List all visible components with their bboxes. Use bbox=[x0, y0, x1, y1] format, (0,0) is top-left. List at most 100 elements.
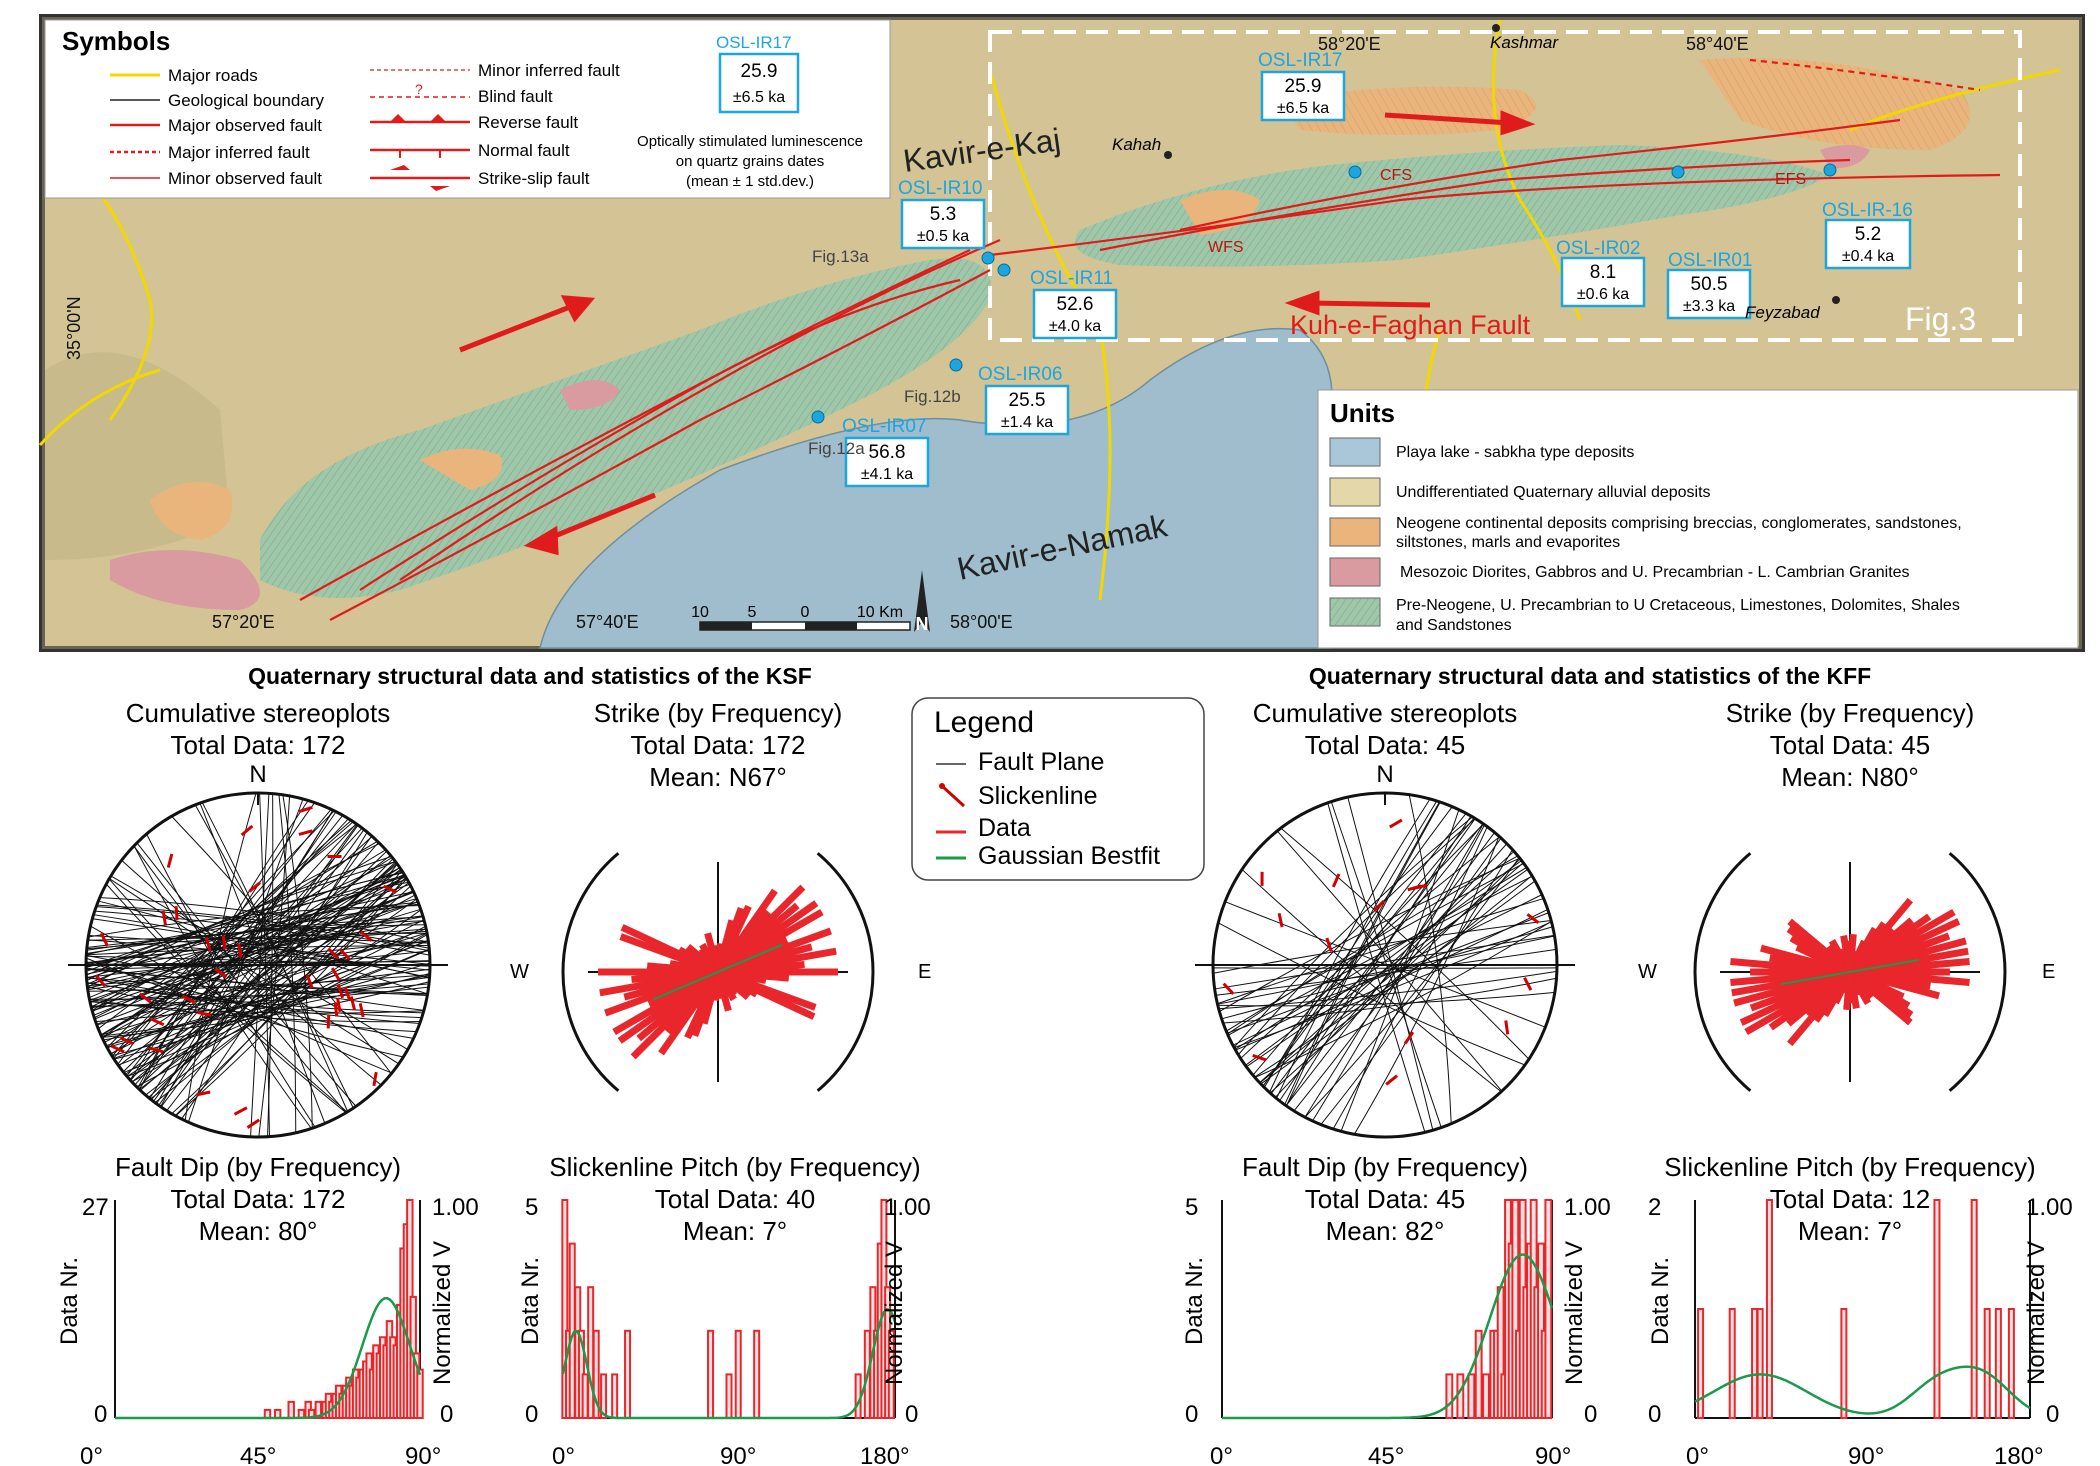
histogram-bar bbox=[287, 1400, 295, 1419]
svg-text:?: ? bbox=[415, 81, 423, 97]
slickenline-mark bbox=[1385, 1074, 1399, 1086]
histogram-bar bbox=[2007, 1308, 2015, 1419]
fault-plane-great-circle bbox=[133, 845, 347, 1114]
label-wfs: WFS bbox=[1208, 239, 1244, 256]
slickenline-mark bbox=[204, 937, 212, 952]
kff-dip-ymin: 0 bbox=[1185, 1401, 1198, 1428]
histogram-bar bbox=[1994, 1308, 2002, 1419]
slickenline-mark bbox=[298, 829, 313, 836]
slickenline-mark bbox=[99, 932, 109, 947]
slickenline-mark bbox=[1504, 1020, 1510, 1035]
fault-plane-great-circle bbox=[86, 981, 422, 1019]
slickenline-mark bbox=[383, 884, 397, 894]
kff-dip-rlabel: Normalized V bbox=[1561, 1241, 1588, 1385]
osl-legend-error: ±6.5 ka bbox=[733, 89, 785, 106]
ksf-pitch-histogram bbox=[561, 1199, 897, 1420]
stats-legend: Legend Fault Plane Slickenline Data Gaus… bbox=[911, 697, 1205, 881]
osl-ir10-value: 5.3 bbox=[930, 204, 956, 225]
structural-statistics: Quaternary structural data and statistic… bbox=[56, 663, 2073, 1466]
scale-bar: 10 5 0 10 Km bbox=[691, 604, 911, 631]
slickenline-mark bbox=[1277, 912, 1284, 928]
ksf-section-title: Quaternary structural data and statistic… bbox=[248, 663, 812, 689]
fault-plane-great-circle bbox=[92, 861, 396, 1013]
fault-plane-great-circle bbox=[96, 904, 430, 949]
label-fig12b: Fig.12b bbox=[904, 387, 961, 406]
fault-plane-great-circle bbox=[1234, 866, 1527, 1050]
gaussian-bestfit-curve bbox=[115, 1296, 422, 1420]
ksf-stereonet bbox=[68, 791, 448, 1139]
fault-plane-great-circle bbox=[86, 954, 424, 1011]
rose-gaussian-bestfit bbox=[1780, 958, 1920, 986]
label-kuh-e-faghan-fault: Kuh-e-Faghan Fault bbox=[1290, 310, 1531, 340]
slickenline-mark bbox=[358, 1003, 365, 1018]
osl-ir16-error: ±0.4 ka bbox=[1842, 248, 1894, 265]
coord-lon-2: 57°40'E bbox=[576, 612, 639, 632]
fault-plane-great-circle bbox=[94, 891, 415, 1020]
kff-dip-ylabel: Data Nr. bbox=[1181, 1257, 1208, 1345]
fault-plane-great-circle bbox=[121, 859, 382, 1086]
fault-plane-great-circle bbox=[1235, 909, 1549, 1051]
osl-ir06-error: ±1.4 ka bbox=[1001, 414, 1053, 431]
fault-plane-great-circle bbox=[89, 999, 421, 1023]
fault-plane-great-circle bbox=[1269, 798, 1431, 1093]
fault-plane-great-circle bbox=[96, 932, 428, 1026]
symbol-geological-boundary: Geological boundary bbox=[168, 91, 324, 110]
slickenline-mark bbox=[372, 1071, 378, 1087]
ksf-stereo-title: Cumulative stereoplots bbox=[126, 698, 390, 728]
label-cfs: CFS bbox=[1380, 167, 1412, 184]
kff-rose-title: Strike (by Frequency) bbox=[1726, 698, 1975, 728]
fault-plane-great-circle bbox=[1285, 832, 1495, 1107]
label-feyzabad: Feyzabad bbox=[1745, 303, 1820, 322]
slickenline-mark bbox=[161, 910, 167, 926]
histogram-bar bbox=[600, 1373, 608, 1420]
histogram-bar bbox=[561, 1199, 569, 1419]
kff-dip-x90: 90° bbox=[1535, 1443, 1571, 1466]
rose-petal bbox=[714, 971, 724, 993]
slickenline-mark bbox=[333, 1002, 339, 1017]
osl-note-3: (mean ± 1 std.dev.) bbox=[686, 173, 814, 190]
slickenline-mark bbox=[298, 805, 313, 813]
osl-ir17-error: ±6.5 ka bbox=[1277, 100, 1329, 117]
kff-pitch-ymax: 2 bbox=[1648, 1194, 1661, 1221]
slickenline-mark bbox=[359, 930, 373, 942]
ksf-rose-total: Total Data: 172 bbox=[631, 730, 806, 760]
symbol-blind-fault: Blind fault bbox=[478, 87, 553, 106]
slickenline-mark bbox=[305, 974, 314, 989]
slickenline-mark bbox=[349, 996, 357, 1011]
fault-plane-great-circle bbox=[1279, 818, 1476, 1102]
symbol-minor-observed-fault: Minor observed fault bbox=[168, 169, 322, 188]
fault-plane-great-circle bbox=[85, 968, 428, 995]
ksf-pitch-total: Total Data: 40 bbox=[655, 1184, 815, 1214]
legend-data: Data bbox=[978, 814, 1031, 842]
ksf-stereo-north: N bbox=[249, 761, 266, 788]
slickenline-mark bbox=[148, 1046, 164, 1054]
fault-plane-great-circle bbox=[88, 878, 408, 999]
fault-plane-great-circle bbox=[1353, 836, 1500, 1135]
osl-legend-label: OSL-IR17 bbox=[716, 33, 792, 52]
fault-plane-great-circle bbox=[1260, 875, 1533, 1085]
fault-plane-great-circle bbox=[1241, 869, 1502, 1093]
osl-ir07-error: ±4.1 ka bbox=[861, 466, 913, 483]
fault-plane-great-circle bbox=[1237, 818, 1476, 1056]
histogram-bar bbox=[611, 1373, 619, 1420]
osl-note-1: Optically stimulated luminescence bbox=[637, 133, 863, 150]
osl-ir17-label: OSL-IR17 bbox=[1258, 50, 1342, 71]
unit-playa-lake: Playa lake - sabkha type deposits bbox=[1396, 444, 1634, 461]
histogram-bar bbox=[1445, 1373, 1454, 1420]
fault-plane-great-circle bbox=[86, 924, 426, 948]
kff-rose-diagram bbox=[1693, 852, 2007, 1092]
fault-plane-great-circle bbox=[1214, 934, 1555, 990]
fault-plane-great-circle bbox=[101, 849, 386, 1039]
symbols-legend: Symbols Major roads Geological boundary … bbox=[44, 19, 891, 199]
unit-mesozoic: Mesozoic Diorites, Gabbros and U. Precam… bbox=[1400, 564, 1910, 581]
unit-quaternary-alluvial: Undifferentiated Quaternary alluvial dep… bbox=[1396, 484, 1711, 501]
kff-rose-west: W bbox=[1638, 961, 1657, 983]
fault-plane-great-circle bbox=[85, 957, 404, 1058]
label-fig3: Fig.3 bbox=[1905, 301, 1976, 337]
fault-plane-great-circle bbox=[152, 824, 358, 1102]
kff-rose-mean: Mean: N80° bbox=[1781, 762, 1919, 792]
slickenline-mark bbox=[1222, 982, 1235, 995]
slickenline-mark bbox=[246, 1118, 261, 1129]
kff-dip-title: Fault Dip (by Frequency) bbox=[1242, 1152, 1528, 1182]
histogram-bar bbox=[416, 1368, 424, 1419]
